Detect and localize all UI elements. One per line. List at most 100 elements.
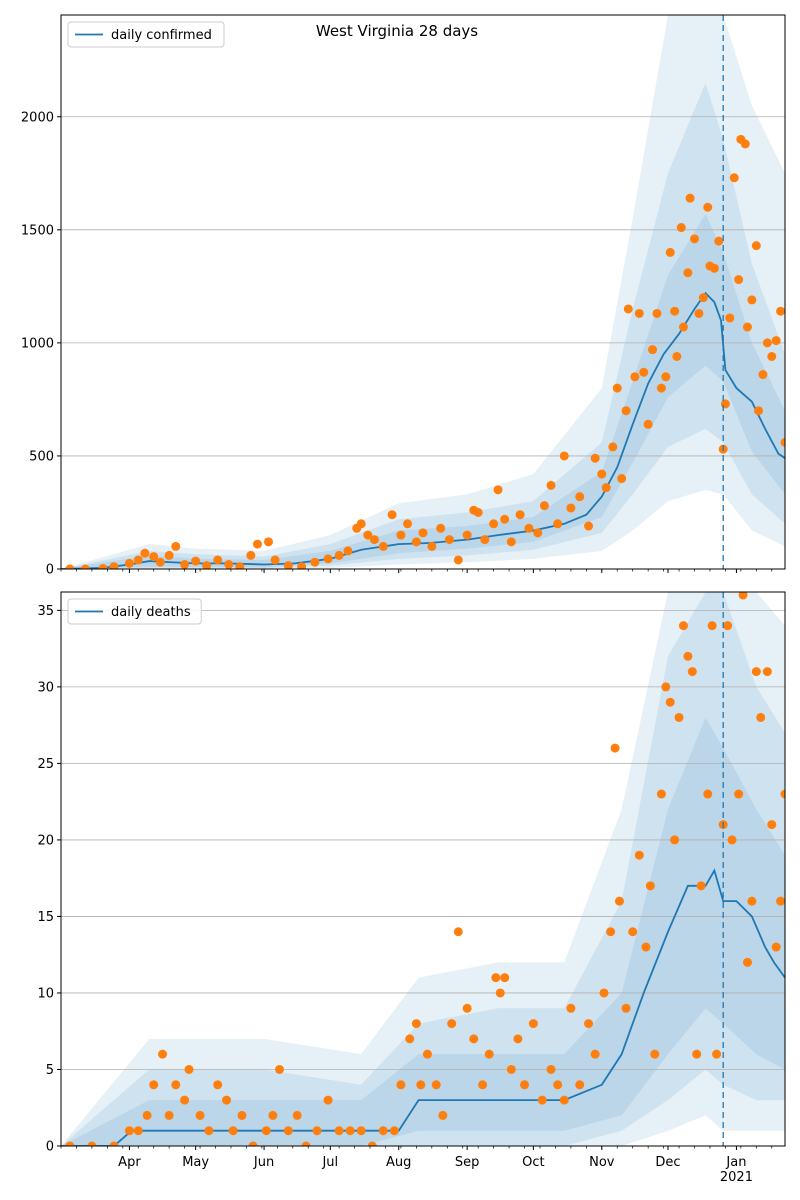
observed-point — [776, 896, 785, 906]
y-tick-label: 500 — [29, 449, 54, 464]
plot-area — [61, 592, 785, 1146]
observed-point — [771, 942, 781, 952]
y-tick-label: 25 — [37, 757, 54, 772]
observed-point — [387, 510, 397, 520]
observed-point — [87, 1141, 97, 1146]
observed-point — [645, 881, 655, 891]
observed-point — [491, 973, 501, 983]
observed-point — [606, 927, 616, 937]
x-tick-label: Oct — [522, 1155, 544, 1170]
observed-point — [447, 1019, 457, 1029]
observed-point — [431, 1080, 441, 1090]
observed-point — [617, 474, 627, 484]
observed-point — [714, 236, 724, 246]
x-tick-label: Sep — [455, 1155, 480, 1170]
observed-point — [422, 1049, 432, 1059]
observed-point — [687, 667, 697, 677]
observed-point — [462, 530, 472, 540]
observed-point — [80, 564, 90, 569]
observed-point — [411, 537, 421, 547]
observed-point — [334, 1126, 344, 1136]
observed-point — [396, 1080, 406, 1090]
observed-point — [378, 1126, 388, 1136]
observed-point — [252, 539, 262, 549]
y-tick-label: 1000 — [21, 336, 54, 351]
observed-point — [453, 555, 463, 565]
observed-point — [665, 697, 675, 707]
observed-point — [742, 322, 752, 332]
y-tick-label: 0 — [46, 1140, 54, 1155]
observed-point — [709, 263, 719, 273]
observed-point — [758, 370, 768, 380]
observed-point — [184, 1064, 194, 1074]
observed-point — [191, 556, 201, 566]
observed-point — [584, 521, 594, 531]
observed-point — [727, 835, 737, 845]
observed-point — [403, 519, 413, 529]
observed-point — [780, 437, 785, 447]
observed-point — [213, 1080, 223, 1090]
y-tick-label: 1500 — [21, 223, 54, 238]
observed-point — [171, 541, 181, 551]
observed-point — [484, 1049, 494, 1059]
y-tick-label: 30 — [37, 680, 54, 695]
observed-point — [630, 372, 640, 382]
observed-point — [703, 789, 713, 799]
daily-deaths-panel: 0 5 10 15 20 25 30 35 Apr May Jun Jul Aug Sep Oct Nov De… — [37, 591, 786, 1185]
observed-point — [566, 1003, 576, 1013]
observed-point — [590, 1049, 600, 1059]
observed-point — [524, 523, 534, 533]
observed-point — [723, 621, 733, 631]
observed-point — [489, 519, 499, 529]
observed-point — [438, 1110, 448, 1120]
observed-point — [665, 247, 675, 257]
observed-point — [751, 241, 761, 251]
observed-point — [334, 550, 344, 560]
observed-point — [453, 927, 463, 937]
observed-point — [762, 338, 772, 348]
observed-point — [738, 592, 748, 600]
observed-point — [405, 1034, 415, 1044]
observed-point — [643, 419, 653, 429]
observed-point — [228, 1126, 238, 1136]
observed-point — [661, 372, 671, 382]
observed-point — [539, 501, 549, 511]
y-tick-label: 5 — [46, 1063, 54, 1078]
legend-box — [67, 598, 202, 625]
observed-point — [213, 555, 223, 565]
y-tick-label: 15 — [37, 910, 54, 925]
observed-point — [639, 367, 649, 377]
observed-point — [109, 562, 119, 569]
observed-point — [312, 1126, 322, 1136]
observed-point — [546, 480, 556, 490]
plot-area — [61, 15, 785, 569]
observed-point — [140, 548, 150, 558]
observed-point — [621, 1003, 631, 1013]
observed-point — [614, 896, 624, 906]
observed-point — [237, 1110, 247, 1120]
observed-point — [323, 1095, 333, 1105]
observed-point — [767, 820, 777, 830]
observed-point — [559, 451, 569, 461]
observed-point — [584, 1019, 594, 1029]
observed-point — [367, 1141, 377, 1146]
observed-point — [396, 530, 406, 540]
observed-point — [473, 507, 483, 517]
observed-point — [204, 1126, 214, 1136]
observed-point — [356, 519, 366, 529]
observed-point — [698, 293, 708, 303]
observed-point — [729, 173, 739, 183]
observed-point — [621, 406, 631, 416]
observed-point — [495, 988, 505, 998]
observed-point — [656, 789, 666, 799]
observed-point — [670, 306, 680, 316]
observed-point — [235, 562, 245, 569]
observed-point — [751, 667, 761, 677]
observed-point — [694, 308, 704, 318]
observed-point — [275, 1064, 285, 1074]
observed-point — [411, 1019, 421, 1029]
observed-point — [283, 1126, 293, 1136]
x-tick-label: Nov — [589, 1155, 615, 1170]
observed-point — [493, 485, 503, 495]
x-tick-label: May — [182, 1155, 209, 1170]
